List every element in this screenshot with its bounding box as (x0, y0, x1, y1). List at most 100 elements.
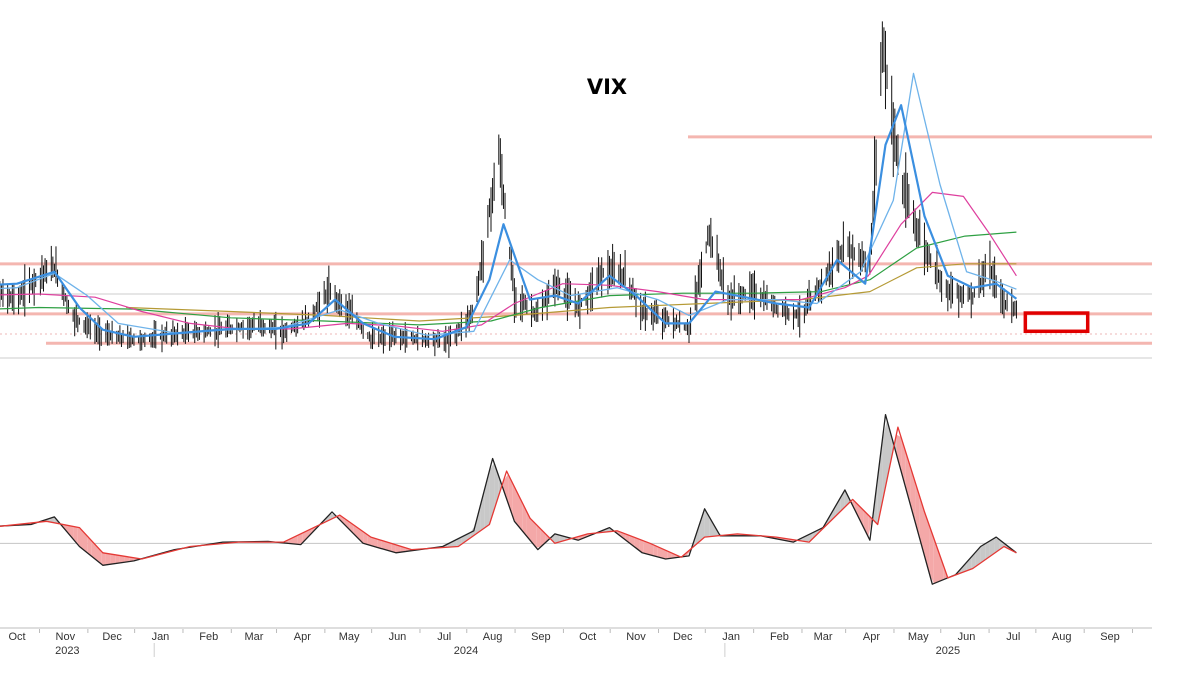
x-tick-label-15: Jan (722, 631, 740, 643)
x-tick-label-8: Jun (389, 631, 407, 643)
oscillator-fill-192 (868, 515, 873, 538)
oscillator-fill-219 (994, 538, 1000, 554)
oscillator-fill-145 (648, 542, 654, 556)
oscillator-fill-86 (372, 537, 378, 548)
oscillator-fill-90 (391, 543, 396, 553)
x-tick-label-12: Oct (579, 631, 596, 643)
moving-average-4 (126, 263, 1017, 322)
x-tick-label-0: Oct (8, 631, 25, 643)
x-tick-label-17: Mar (814, 631, 833, 643)
x-axis: Oct Nov Dec Jan Feb Mar Apr May Jun Jul Aug Sep Oct N… (8, 629, 1134, 657)
oscillator-fill-204 (924, 511, 930, 573)
x-tick-label-10: Aug (483, 631, 503, 643)
x-tick-label-14: Dec (673, 631, 693, 643)
x-tick-label-11: Sep (531, 631, 551, 643)
oscillator-fill-186 (840, 489, 845, 512)
oscillator-fill-205 (929, 525, 934, 584)
oscillator-fill-140 (625, 533, 630, 544)
x-tick-label-4: Feb (199, 631, 218, 643)
oscillator-fill-216 (980, 543, 986, 563)
oscillator-fill-33 (124, 556, 130, 563)
oscillator-fill-109 (480, 488, 485, 532)
year-label-0: 2023 (55, 645, 79, 657)
x-tick-label-22: Aug (1052, 631, 1072, 643)
x-tick-label-3: Jan (152, 631, 170, 643)
oscillator-fill-156 (699, 508, 705, 542)
x-tick-label-16: Feb (770, 631, 789, 643)
x-tick-label-5: Mar (245, 631, 264, 643)
x-tick-label-19: May (908, 631, 929, 643)
oscillator-fill-212 (961, 562, 967, 573)
oscillator-fill-158 (709, 516, 714, 537)
oscillator-fill-68 (288, 537, 293, 544)
oscillator-fill-120 (531, 519, 537, 548)
oscillator-fill-29 (105, 553, 111, 565)
year-label-2: 2025 (936, 645, 960, 657)
oscillator-fill-114 (503, 474, 509, 504)
oscillator-fill-102 (447, 541, 452, 548)
oscillator-fill-31 (115, 554, 120, 564)
oscillator-fill-121 (536, 524, 541, 548)
x-tick-label-13: Nov (626, 631, 646, 643)
moving-average-1 (0, 72, 1017, 336)
x-tick-label-6: Apr (294, 631, 311, 643)
oscillator-fill-88 (381, 540, 387, 551)
x-tick-label-20: Jun (958, 631, 976, 643)
oscillator-fill-207 (938, 551, 944, 582)
x-tick-label-1: Nov (56, 631, 76, 643)
oscillator-fill-24 (82, 531, 88, 553)
x-tick-label-18: Apr (863, 631, 880, 643)
oscillator-fill-28 (101, 551, 106, 565)
oscillator-fill-191 (863, 510, 869, 538)
oscillator-fill-25 (87, 536, 92, 557)
x-tick-label-7: May (339, 631, 360, 643)
oscillator-fill-213 (966, 557, 972, 571)
oscillator-fill-117 (517, 493, 523, 531)
chart-title: VIX (587, 75, 627, 99)
oscillator-fill-21 (68, 525, 74, 540)
oscillator-fill-178 (802, 535, 808, 542)
oscillator-fill-217 (985, 540, 990, 560)
x-tick-label-21: Jul (1006, 631, 1020, 643)
oscillator-fill-124 (550, 533, 555, 544)
price-bars (0, 21, 1017, 358)
oscillator-fill-123 (545, 533, 551, 543)
oscillator-panel (0, 413, 1152, 585)
oscillator-fill-70 (297, 533, 303, 545)
oscillator-fill-26 (91, 541, 97, 561)
oscillator-fill-147 (657, 546, 663, 559)
oscillator-fill-79 (339, 515, 345, 525)
oscillator-fill-82 (353, 525, 359, 539)
oscillator-fill-185 (835, 498, 841, 517)
target-box (1023, 311, 1090, 334)
oscillator-fill-89 (386, 541, 392, 552)
oscillator-fill-195 (882, 420, 887, 502)
oscillator-fill-125 (554, 533, 560, 544)
x-tick-label-2: Dec (102, 631, 122, 643)
x-tick-label-9: Jul (437, 631, 451, 643)
moving-averages (0, 72, 1018, 341)
oscillator-fill-150 (671, 553, 677, 559)
oscillator-fill-111 (489, 463, 495, 525)
oscillator-fill-87 (377, 539, 382, 549)
oscillator-signal-line (0, 426, 1017, 579)
oscillator-fill-144 (643, 540, 649, 555)
oscillator-fill-91 (395, 544, 401, 553)
moving-average-0 (0, 104, 1018, 341)
oscillator-fill-84 (363, 531, 368, 545)
oscillator-fill-32 (119, 555, 125, 563)
oscillator-fill-190 (859, 505, 864, 528)
x-tick-label-23: Sep (1100, 631, 1120, 643)
oscillator-fill-194 (877, 439, 883, 525)
oscillator-fill-71 (302, 530, 307, 543)
oscillator-fill-116 (512, 483, 518, 526)
moving-average-2 (0, 191, 1017, 332)
oscillator-fill-198 (896, 434, 902, 472)
oscillator-fill-148 (662, 548, 668, 559)
oscillator-fill-23 (77, 527, 83, 549)
oscillator-fill-77 (330, 513, 336, 520)
oscillator-fill-218 (989, 538, 995, 557)
oscillator-fill-143 (639, 539, 644, 554)
oscillator-fill-146 (653, 544, 658, 557)
